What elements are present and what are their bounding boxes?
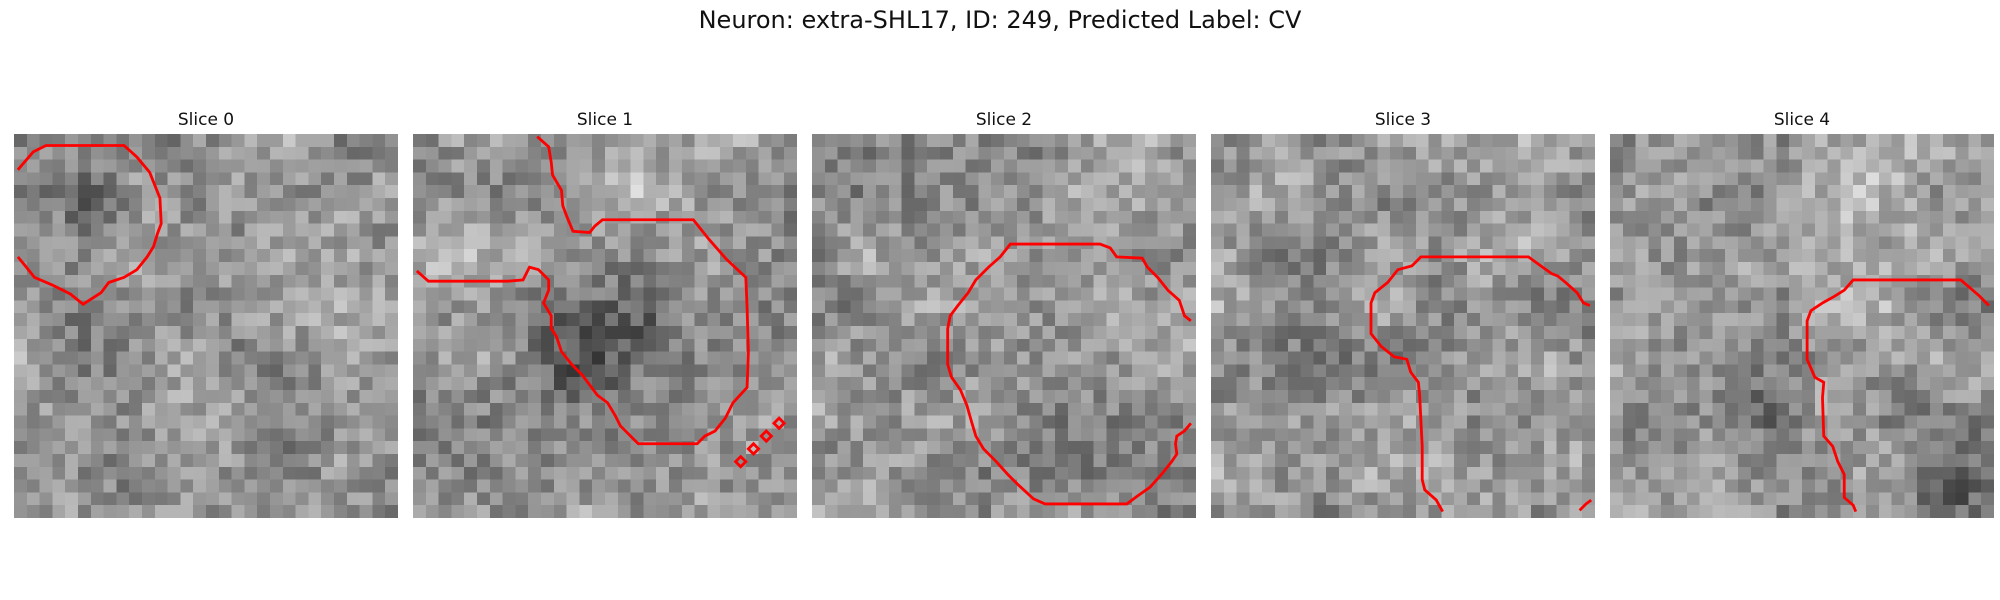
slice-title: Slice 1 [576, 110, 634, 130]
segmentation-contour [1578, 498, 1593, 512]
segmentation-contour [16, 144, 163, 306]
slice-panel: Slice 3 [1211, 110, 1595, 518]
slice-title: Slice 0 [177, 110, 235, 130]
slice-panel: Slice 1 [413, 110, 797, 518]
slice-title: Slice 2 [975, 110, 1033, 130]
slice-panel: Slice 0 [14, 110, 398, 518]
slice-2-image [812, 134, 1196, 518]
slice-title: Slice 3 [1374, 110, 1432, 130]
slice-3-image [1211, 134, 1595, 518]
segmentation-marker [733, 416, 787, 469]
slice-4-image [1610, 134, 1994, 518]
segmentation-contour [946, 242, 1192, 506]
slice-panel: Slice 2 [812, 110, 1196, 518]
segmentation-contour [1805, 278, 1990, 513]
segmentation-contour [1369, 255, 1591, 513]
slice-0-image [14, 134, 398, 518]
slice-panel: Slice 4 [1610, 110, 1994, 518]
segmentation-contour [415, 135, 750, 446]
figure-title: Neuron: extra-SHL17, ID: 249, Predicted … [698, 6, 1302, 34]
slice-1-image [413, 134, 797, 518]
slice-title: Slice 4 [1773, 110, 1831, 130]
